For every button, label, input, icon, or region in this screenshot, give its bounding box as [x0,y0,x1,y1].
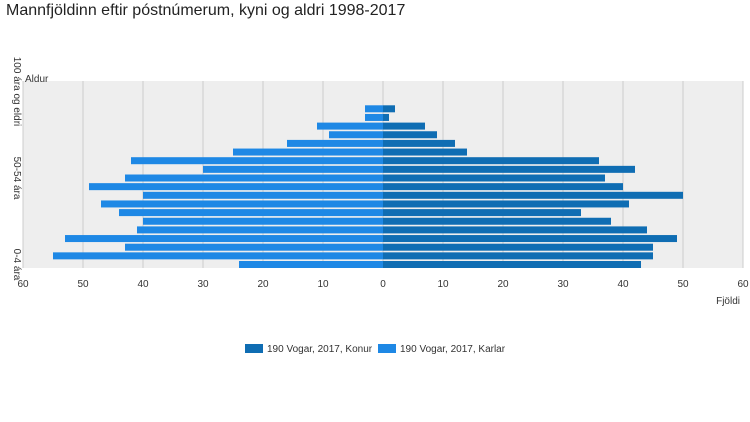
x-tick-label-2: 40 [137,279,149,290]
x-tick-label-1: 50 [77,279,89,290]
x-tick-label-11: 50 [677,279,689,290]
x-tick-label-12: 60 [737,279,749,290]
bar-karlar-18 [365,105,383,113]
bar-konur-5 [383,217,611,225]
bar-konur-8 [383,191,683,199]
bar-konur-12 [383,157,599,165]
bar-karlar-11 [203,165,383,173]
bar-karlar-5 [143,217,383,225]
y-axis-ticks: 0-4 ára 50-54 ára 100 ára og eldri [11,57,22,281]
bar-karlar-6 [119,209,383,217]
bar-karlar-7 [101,200,383,208]
bar-karlar-10 [125,174,383,182]
bar-konur-18 [383,105,395,113]
legend-swatch-0 [245,344,263,353]
x-tick-label-7: 10 [437,279,449,290]
bar-karlar-12 [131,157,383,165]
bar-konur-0 [383,261,641,268]
bar-karlar-9 [89,183,383,191]
bars [53,105,683,268]
bar-konur-10 [383,174,605,182]
x-tick-label-8: 20 [497,279,509,290]
bar-konur-14 [383,139,455,147]
bar-karlar-0 [239,261,383,268]
bar-konur-17 [383,113,389,121]
x-tick-label-6: 0 [380,279,386,290]
bar-karlar-8 [143,191,383,199]
legend: 190 Vogar, 2017, Konur 190 Vogar, 2017, K… [245,344,506,355]
x-tick-label-4: 20 [257,279,269,290]
legend-label-1: 190 Vogar, 2017, Karlar [400,344,506,355]
x-axis-label: Fjöldi [716,296,740,307]
y-tick-label-1: 50-54 ára [11,157,22,200]
y-tick-label-0: 0-4 ára [11,249,22,281]
y-tick-label-2: 100 ára og eldri [11,57,22,127]
legend-swatch-1 [378,344,396,353]
bar-karlar-3 [65,235,383,243]
bar-karlar-4 [137,226,383,234]
bar-karlar-13 [233,148,383,156]
bar-karlar-15 [329,131,383,139]
bar-konur-4 [383,226,647,234]
bar-karlar-2 [125,243,383,251]
bar-konur-2 [383,243,653,251]
bar-konur-3 [383,235,677,243]
bar-konur-6 [383,209,581,217]
bar-konur-16 [383,122,425,130]
x-axis-ticks: 60 50 40 30 20 10 0 10 20 30 40 50 60 [17,279,749,290]
bar-karlar-17 [365,113,383,121]
bar-karlar-1 [53,252,383,260]
bar-karlar-16 [317,122,383,130]
x-tick-label-10: 40 [617,279,629,290]
bar-konur-11 [383,165,635,173]
legend-label-0: 190 Vogar, 2017, Konur [267,344,373,355]
chart-title: Mannfjöldinn eftir póstnúmerum, kyni og … [6,2,406,19]
x-tick-label-3: 30 [197,279,209,290]
y-axis-label: Aldur [25,74,49,85]
x-tick-label-5: 10 [317,279,329,290]
bar-karlar-14 [287,139,383,147]
bar-konur-9 [383,183,623,191]
x-tick-label-0: 60 [17,279,29,290]
bar-konur-1 [383,252,653,260]
bar-konur-15 [383,131,437,139]
bar-konur-7 [383,200,629,208]
bar-konur-13 [383,148,467,156]
x-tick-label-9: 30 [557,279,569,290]
